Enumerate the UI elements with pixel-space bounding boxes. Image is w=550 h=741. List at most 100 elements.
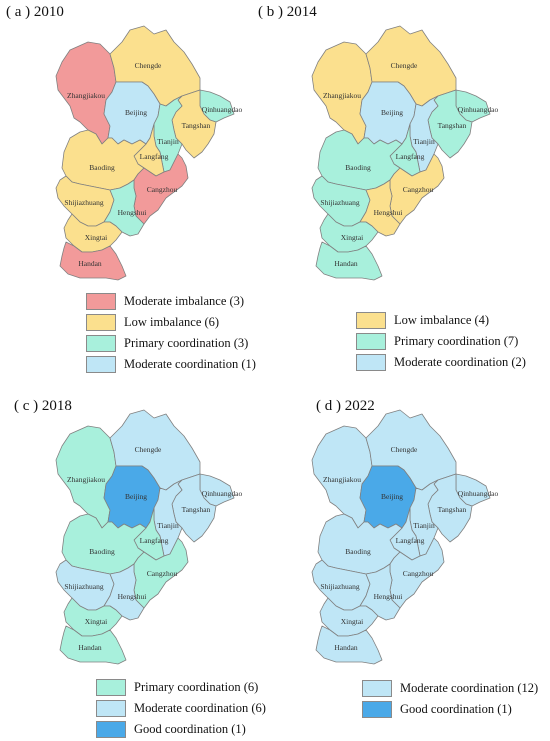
panel-b-label-chengde: Chengde — [391, 61, 418, 70]
legend-swatch — [86, 314, 116, 331]
panel-c-map: Zhangjiakou Chengde Beijing Qinhuangdao Tang… — [55, 409, 243, 665]
panel-c-legend-item: Primary coordination (6) — [96, 678, 266, 697]
panel-c-label-qinhuangdao: Qinhuangdao — [202, 489, 243, 498]
panel-d-label-cangzhou: Cangzhou — [403, 569, 434, 578]
panel-b-legend-item: Low imbalance (4) — [356, 311, 526, 330]
panel-c-label-xingtai: Xingtai — [85, 617, 108, 626]
legend-swatch — [96, 679, 126, 696]
legend-label: Low imbalance (6) — [124, 315, 220, 329]
legend-label: Moderate coordination (1) — [124, 357, 256, 371]
panel-d-region-hengshui — [359, 563, 401, 621]
panel-a-label-baoding: Baoding — [89, 163, 115, 172]
panel-d-map: Zhangjiakou Chengde Beijing Qinhuangdao Tang… — [311, 409, 498, 665]
panel-c-legend-item: Good coordination (1) — [96, 720, 266, 739]
panel-b-label-langfang: Langfang — [396, 152, 425, 161]
legend-swatch — [96, 721, 126, 738]
panel-d-legend-item: Moderate coordination (12) — [362, 679, 538, 698]
panel-a-label-beijing: Beijing — [125, 108, 147, 117]
panel-c-label-tangshan: Tangshan — [182, 505, 211, 514]
panel-b-label-qinhuangdao: Qinhuangdao — [458, 105, 499, 114]
panel-b-label-handan: Handan — [334, 259, 358, 268]
panel-c-label-zhangjiakou: Zhangjiakou — [67, 475, 105, 484]
panel-d-label-chengde: Chengde — [391, 445, 418, 454]
panel-d-legend-item: Good coordination (1) — [362, 700, 538, 719]
panel-b-legend-item: Primary coordination (7) — [356, 332, 526, 351]
panel-b-label-beijing: Beijing — [381, 108, 403, 117]
panel-c-title: ( c ) 2018 — [14, 398, 72, 414]
panel-b-region-hengshui — [359, 179, 401, 237]
panel-b-legend: Low imbalance (4) Primary coordination (7… — [356, 311, 526, 374]
legend-swatch — [96, 700, 126, 717]
legend-label: Primary coordination (6) — [134, 680, 259, 694]
panel-a-region-hengshui — [103, 179, 145, 237]
legend-label: Moderate coordination (12) — [400, 681, 539, 695]
panel-c-label-handan: Handan — [78, 643, 102, 652]
panel-c-region-handan — [59, 625, 127, 665]
legend-label: Primary coordination (3) — [124, 336, 249, 350]
panel-d-label-handan: Handan — [334, 643, 358, 652]
panel-d-label-hengshui: Hengshui — [374, 592, 403, 601]
panel-d-label-langfang: Langfang — [396, 536, 425, 545]
panel-d-label-beijing: Beijing — [381, 492, 403, 501]
panel-a-legend-item: Moderate imbalance (3) — [86, 292, 256, 311]
panel-d-region-xingtai — [319, 597, 379, 637]
panel-a-label-xingtai: Xingtai — [85, 233, 108, 242]
legend-swatch — [356, 354, 386, 371]
panel-c-label-hengshui: Hengshui — [118, 592, 147, 601]
legend-label: Low imbalance (4) — [394, 313, 490, 327]
panel-c-label-beijing: Beijing — [125, 492, 147, 501]
panel-a-label-tangshan: Tangshan — [182, 121, 211, 130]
legend-swatch — [86, 293, 116, 310]
panel-a-label-qinhuangdao: Qinhuangdao — [202, 105, 243, 114]
panel-b-label-tianjin: Tianjin — [413, 137, 435, 146]
panel-d-region-handan — [315, 625, 383, 665]
panel-d-label-shijiazhuang: Shijiazhuang — [320, 582, 359, 591]
panel-a-label-chengde: Chengde — [135, 61, 162, 70]
panel-d-legend: Moderate coordination (12) Good coordinat… — [362, 679, 538, 721]
panel-d-label-tianjin: Tianjin — [413, 521, 435, 530]
panel-a-label-zhangjiakou: Zhangjiakou — [67, 91, 105, 100]
panel-a-label-tianjin: Tianjin — [157, 137, 179, 146]
legend-swatch — [356, 333, 386, 350]
panel-b-map: Zhangjiakou Chengde Beijing Qinhuangdao Tang… — [311, 25, 499, 281]
panel-c-label-langfang: Langfang — [140, 536, 169, 545]
panel-a-legend-item: Moderate coordination (1) — [86, 355, 256, 374]
panel-b-label-tangshan: Tangshan — [438, 121, 467, 130]
panel-a-legend-item: Low imbalance (6) — [86, 313, 256, 332]
panel-a-region-xingtai — [63, 213, 123, 253]
panel-a-label-cangzhou: Cangzhou — [147, 185, 178, 194]
panel-c-label-shijiazhuang: Shijiazhuang — [64, 582, 103, 591]
panel-a-title: ( a ) 2010 — [6, 4, 64, 20]
panel-c-region-xingtai — [63, 597, 123, 637]
panel-a-legend-item: Primary coordination (3) — [86, 334, 256, 353]
legend-label: Good coordination (1) — [400, 702, 512, 716]
panel-d-label-tangshan: Tangshan — [438, 505, 467, 514]
panel-c-legend-item: Moderate coordination (6) — [96, 699, 266, 718]
panel-c-label-cangzhou: Cangzhou — [147, 569, 178, 578]
panel-a-label-langfang: Langfang — [140, 152, 169, 161]
panel-d-label-baoding: Baoding — [345, 547, 371, 556]
panel-c-region-hengshui — [103, 563, 145, 621]
panel-b-title: ( b ) 2014 — [258, 4, 317, 20]
panel-b-label-baoding: Baoding — [345, 163, 371, 172]
panel-c-label-baoding: Baoding — [89, 547, 115, 556]
panel-d-label-zhangjiakou: Zhangjiakou — [323, 475, 361, 484]
legend-label: Moderate coordination (6) — [134, 701, 266, 715]
legend-label: Moderate imbalance (3) — [124, 294, 245, 308]
panel-b-label-xingtai: Xingtai — [341, 233, 364, 242]
legend-label: Moderate coordination (2) — [394, 355, 526, 369]
legend-swatch — [362, 701, 392, 718]
legend-swatch — [356, 312, 386, 329]
legend-label: Primary coordination (7) — [394, 334, 519, 348]
legend-swatch — [86, 335, 116, 352]
legend-swatch — [86, 356, 116, 373]
panel-b-label-cangzhou: Cangzhou — [403, 185, 434, 194]
panel-b-label-zhangjiakou: Zhangjiakou — [323, 91, 361, 100]
panel-b-region-xingtai — [319, 213, 379, 253]
panel-a-label-hengshui: Hengshui — [118, 208, 147, 217]
panel-c-label-chengde: Chengde — [135, 445, 162, 454]
panel-a-map: Zhangjiakou Chengde Beijing Qinhuangdao Tang… — [55, 25, 243, 281]
panel-a-legend: Moderate imbalance (3) Low imbalance (6) P… — [86, 292, 256, 376]
panel-c-label-tianjin: Tianjin — [157, 521, 179, 530]
panel-b-label-hengshui: Hengshui — [374, 208, 403, 217]
